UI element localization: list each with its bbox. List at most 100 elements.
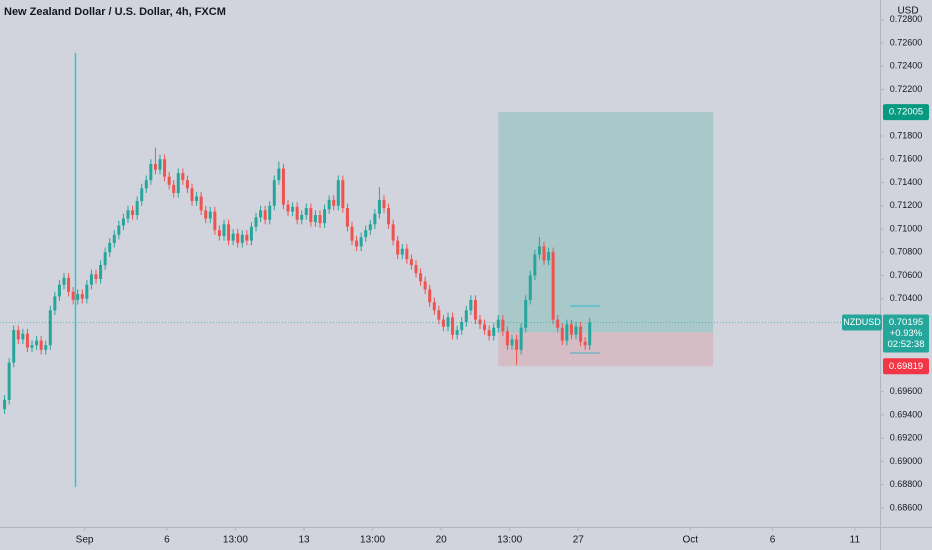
candle-body — [249, 226, 253, 241]
candle-body — [94, 274, 98, 279]
y-tick-label: 0.72800 — [890, 14, 923, 24]
candle-body — [313, 215, 317, 223]
stop-price-tag: 0.69819 — [889, 361, 923, 372]
candle-body — [44, 345, 48, 350]
candle-body — [542, 246, 546, 261]
candle-body — [579, 326, 583, 342]
candle-body — [67, 277, 71, 292]
candle-body — [428, 289, 432, 303]
candle-body — [414, 265, 418, 274]
candle-body — [213, 211, 217, 231]
candle-body — [172, 184, 176, 193]
candle-body — [135, 201, 139, 216]
y-tick-label: 0.70800 — [890, 247, 923, 257]
target-price-tag-bg — [883, 104, 929, 121]
candle-body — [501, 319, 505, 332]
candle-body — [574, 326, 578, 335]
candle-body — [53, 296, 57, 311]
target-price-tag: 0.72005 — [889, 107, 923, 118]
y-tick-label: 0.72200 — [890, 84, 923, 94]
candle-body — [309, 208, 313, 223]
candle-body — [190, 188, 194, 202]
candle-body — [263, 210, 267, 220]
candle-body — [336, 180, 340, 206]
symbol-tag: NZDUSD — [843, 317, 881, 327]
candle-body — [108, 242, 112, 253]
x-tick-label: 13:00 — [497, 535, 522, 546]
x-tick-label: 20 — [436, 535, 448, 546]
candle-body — [231, 233, 235, 241]
candle-body — [259, 210, 263, 218]
chart-title: New Zealand Dollar / U.S. Dollar, 4h, FX… — [4, 6, 226, 18]
candle-body — [478, 319, 482, 325]
candle-body — [167, 176, 171, 185]
candle-body — [391, 224, 395, 241]
candle-body — [281, 168, 285, 205]
candle-body — [99, 265, 103, 279]
candle-body — [16, 330, 20, 340]
candle-body — [103, 252, 107, 266]
last-price: 0.70195 — [889, 317, 923, 328]
candle-body — [176, 173, 180, 193]
candle-body — [355, 240, 359, 247]
y-tick-label: 0.68800 — [890, 479, 923, 489]
candle-body — [533, 254, 537, 276]
y-tick-label: 0.70400 — [890, 293, 923, 303]
candle-body — [112, 234, 116, 243]
candle-body — [21, 333, 25, 340]
profit-zone — [498, 112, 714, 333]
candle-body — [153, 163, 157, 170]
candle-body — [569, 324, 573, 335]
candle-body — [222, 224, 226, 236]
y-tick-label: 0.69400 — [890, 409, 923, 419]
candle-body — [565, 324, 569, 341]
candle-body — [437, 310, 441, 320]
y-tick-label: 0.69000 — [890, 456, 923, 466]
x-tick-label: Oct — [683, 535, 699, 546]
candle-body — [451, 317, 455, 335]
symbol-tag-bg — [842, 314, 882, 331]
candle-body — [30, 345, 34, 348]
candle-body — [432, 302, 436, 311]
candle-body — [76, 294, 80, 300]
loss-zone — [498, 332, 714, 367]
candle-body — [528, 275, 532, 300]
candle-body — [195, 196, 199, 202]
candle-body — [387, 208, 391, 225]
y-tick-label: 0.71400 — [890, 177, 923, 187]
y-tick-label: 0.69600 — [890, 386, 923, 396]
candle-body — [519, 327, 523, 350]
candle-body — [254, 217, 258, 227]
candle-body — [204, 210, 208, 219]
candle-body — [560, 327, 564, 341]
y-tick-label: 0.69200 — [890, 433, 923, 443]
candle-body — [140, 188, 144, 202]
candle-body — [323, 209, 327, 224]
position-tool — [498, 112, 714, 367]
x-tick-label: 27 — [573, 535, 585, 546]
candle-body — [277, 168, 281, 181]
candle-body — [240, 234, 244, 243]
candle-body — [419, 273, 423, 282]
candle-body — [181, 173, 185, 181]
candle-body — [396, 240, 400, 255]
candle-body — [382, 199, 386, 209]
bar-countdown: 02:52:38 — [888, 339, 925, 350]
candle-body — [473, 299, 477, 320]
candle-body — [291, 206, 295, 212]
x-tick-label: 6 — [164, 535, 170, 546]
candle-body — [163, 159, 167, 177]
stop-price-tag-bg — [883, 358, 929, 375]
candle-body — [446, 317, 450, 327]
x-tick-label: 13 — [298, 535, 310, 546]
candle-body — [25, 333, 29, 348]
candle-body — [39, 340, 43, 350]
y-tick-label: 0.71200 — [890, 200, 923, 210]
candle-body — [304, 208, 308, 216]
candle-body — [492, 327, 496, 336]
y-tick-label: 0.68600 — [890, 502, 923, 512]
candle-body — [510, 339, 514, 346]
candle-body — [144, 180, 148, 189]
candle-body — [368, 224, 372, 231]
